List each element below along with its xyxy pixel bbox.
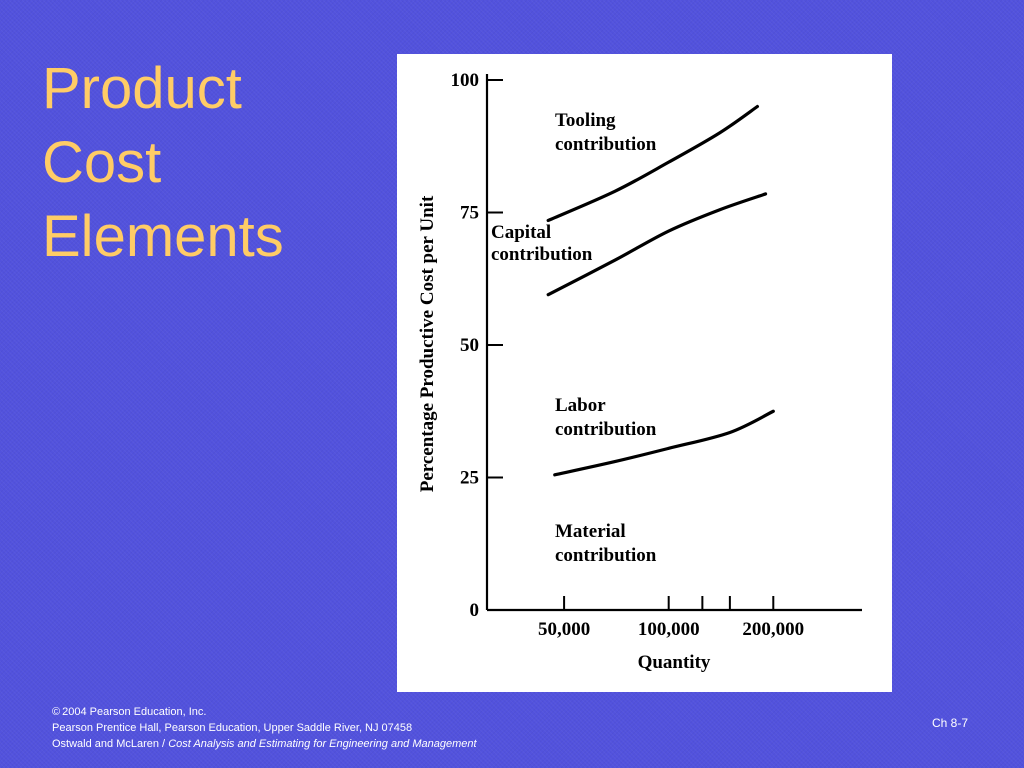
copyright-text: 2004 Pearson Education, Inc. bbox=[62, 706, 207, 718]
footer-book-title: Cost Analysis and Estimating for Enginee… bbox=[168, 738, 477, 750]
slide-title: Product Cost Elements bbox=[42, 52, 284, 274]
series-label-labor-1: Labor bbox=[555, 395, 606, 416]
footer-copyright-row: © 2004 Pearson Education, Inc. bbox=[52, 704, 477, 720]
series-line-labor bbox=[553, 409, 775, 477]
series-line-capital bbox=[546, 192, 768, 297]
slide-number: Ch 8-7 bbox=[932, 716, 969, 730]
y-tick-label-100: 100 bbox=[451, 70, 480, 91]
y-tick-label-75: 75 bbox=[460, 203, 479, 224]
series-label-material-1: Material bbox=[555, 521, 626, 542]
x-tick-label-1: 100,000 bbox=[638, 619, 700, 640]
series-label-tooling-1: Tooling bbox=[555, 110, 616, 131]
series-line-tooling bbox=[546, 104, 759, 223]
footer-authors: Ostwald and McLaren / bbox=[52, 738, 166, 750]
x-tick-label-3: 200,000 bbox=[742, 619, 804, 640]
chart-panel: Quantity Percentage Productive Cost per … bbox=[397, 54, 892, 692]
copyright-symbol: © bbox=[52, 706, 61, 718]
series-label-capital-2: contribution bbox=[491, 244, 593, 265]
footer-book-row: Ostwald and McLaren / Cost Analysis and … bbox=[52, 736, 477, 752]
cost-elements-chart: Quantity Percentage Productive Cost per … bbox=[417, 70, 862, 673]
title-line-2: Cost bbox=[42, 130, 162, 195]
y-tick-label-0: 0 bbox=[470, 600, 480, 621]
y-tick-label-50: 50 bbox=[460, 335, 479, 356]
x-axis-title: Quantity bbox=[638, 652, 711, 673]
series-label-labor-2: contribution bbox=[555, 419, 657, 440]
footer-publisher: Pearson Prentice Hall, Pearson Education… bbox=[52, 722, 413, 734]
footer-credits: © 2004 Pearson Education, Inc. Pearson Pr… bbox=[52, 704, 477, 752]
title-line-3: Elements bbox=[42, 204, 284, 269]
series-label-capital-1: Capital bbox=[491, 222, 551, 243]
series-label-material-2: contribution bbox=[555, 545, 657, 566]
y-axis-title: Percentage Productive Cost per Unit bbox=[417, 195, 438, 492]
x-tick-label-0: 50,000 bbox=[538, 619, 590, 640]
title-line-1: Product bbox=[42, 56, 242, 121]
series-label-tooling-2: contribution bbox=[555, 134, 657, 155]
y-tick-label-25: 25 bbox=[460, 468, 479, 489]
